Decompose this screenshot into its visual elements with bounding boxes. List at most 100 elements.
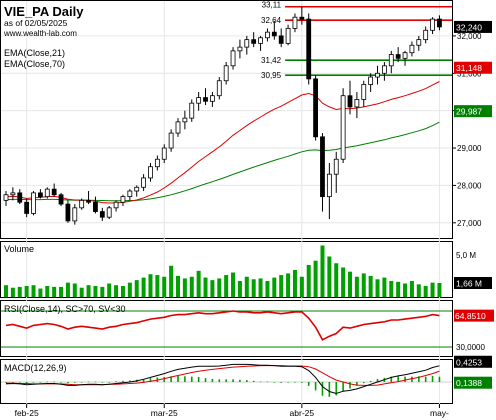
macd-badge-text: 0,1388 [456, 378, 482, 388]
volume-bar [437, 282, 442, 297]
candle-body [168, 132, 174, 149]
ema21-path [5, 81, 440, 204]
candle-body [354, 99, 360, 108]
macd-badge [454, 355, 492, 368]
rsi-badge [454, 309, 494, 322]
volume-bar [403, 283, 408, 297]
macd-histogram-bar [94, 381, 97, 383]
candle [258, 35, 263, 51]
macd-histogram-bar [53, 381, 55, 383]
macd-histogram-bar [239, 379, 241, 382]
macd-histogram-bar [115, 381, 117, 382]
date-axis: feb-25 mar-25 abr-25 may- [15, 404, 449, 418]
volume-bar [306, 264, 311, 297]
candle-body [127, 190, 133, 198]
candle-body [423, 29, 429, 41]
candle [182, 110, 188, 130]
chart-date: as of 02/05/2025 [4, 18, 68, 28]
candle-body [347, 95, 353, 108]
price-badge-text: 31,148 [456, 63, 482, 73]
volume-bar [169, 265, 174, 297]
candle [381, 62, 387, 81]
candle-body [141, 177, 147, 188]
macd-histogram-bar [307, 382, 310, 386]
candle [244, 35, 250, 55]
volume-bar [409, 280, 414, 297]
candle [113, 200, 119, 212]
macd-histogram-bar [211, 378, 214, 382]
volume-bar [10, 287, 15, 297]
candle [313, 75, 319, 141]
legend-ema21: EMA(Close,21) [4, 48, 65, 58]
candle [72, 204, 78, 225]
candle-body [161, 147, 167, 160]
macd-histogram-bar [218, 379, 221, 382]
volume-bar [416, 284, 421, 297]
candle [99, 207, 105, 221]
candle-body [51, 188, 57, 196]
candles [3, 6, 442, 225]
candle-body [258, 37, 263, 44]
grid-lines [1, 1, 452, 404]
macd-histogram-bar [246, 380, 248, 382]
volume-bar [59, 286, 64, 297]
candle-body [17, 192, 23, 203]
legend-ema70: EMA(Close,70) [4, 59, 65, 69]
macd-histogram-bar [74, 382, 76, 383]
volume-tick-label: 5,0 M [456, 251, 476, 260]
candle [430, 17, 435, 35]
candle [93, 196, 98, 214]
candle [189, 99, 195, 122]
level-label: 30,95 [261, 71, 282, 80]
volume-bar [93, 286, 98, 297]
candle [38, 189, 43, 199]
volume-bar [423, 286, 428, 297]
macd-histogram-bar [301, 382, 303, 383]
candle [31, 191, 36, 216]
candle-body [361, 84, 367, 100]
macd-histogram-bar [170, 376, 172, 382]
candle-body [292, 16, 298, 29]
volume-bar [141, 277, 146, 297]
macd-histogram-bar [431, 375, 434, 382]
candle [437, 15, 442, 31]
volume-bar [237, 280, 242, 297]
volume-bar [375, 279, 380, 297]
candle [326, 162, 332, 220]
candle [423, 26, 429, 44]
candle [265, 28, 270, 42]
candle-body [65, 203, 71, 222]
candle-body [38, 192, 43, 198]
candle-body [437, 18, 442, 28]
price-tick-label: 29,000 [457, 144, 482, 153]
candle [292, 13, 298, 33]
volume-bar [100, 286, 105, 297]
candle-body [244, 39, 250, 48]
volume-bar [334, 263, 339, 297]
candle [120, 194, 126, 206]
macd-histogram-bar [356, 382, 358, 386]
volume-bar [45, 286, 50, 297]
volume-bar [134, 280, 139, 297]
candle-body [79, 199, 85, 209]
price-badge [454, 61, 492, 74]
volume-bar [320, 245, 325, 297]
date-tick-label: mar-25 [151, 408, 178, 418]
macd-histogram-bar [390, 376, 393, 382]
macd-histogram-bar [259, 381, 262, 383]
candle-body [306, 18, 312, 80]
volume-bar [354, 276, 359, 297]
candle-body [402, 52, 408, 59]
volume-axis: 5,0 M 1,66 M [454, 251, 492, 289]
candle-body [120, 196, 126, 203]
candle [251, 32, 257, 48]
volume-bar [217, 278, 222, 297]
candle-body [196, 97, 202, 104]
macd-histogram-bar [362, 382, 365, 384]
candle-body [106, 207, 112, 218]
macd-histogram-bar [5, 382, 7, 383]
candle-body [299, 16, 305, 20]
volume-bar [327, 256, 332, 297]
candle-body [58, 194, 64, 205]
candle-body [10, 192, 16, 196]
